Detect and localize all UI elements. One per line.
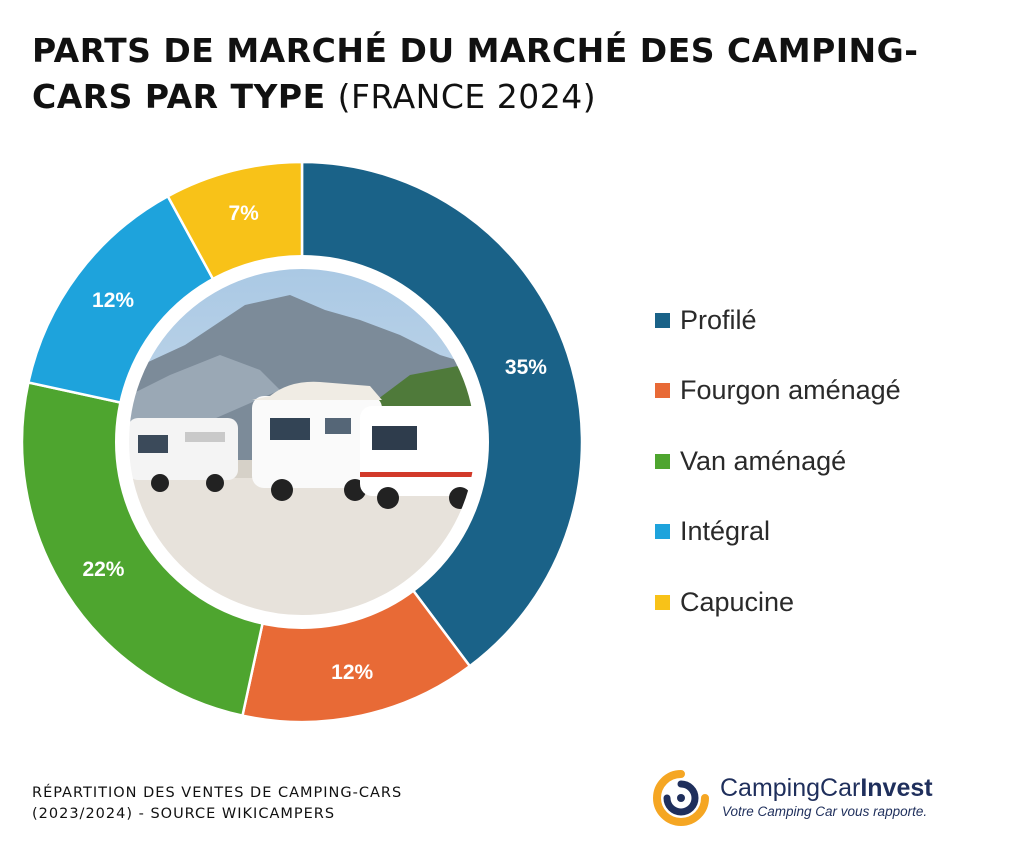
chart-legend: Profilé Fourgon aménagé Van aménagé Intégra… [655,285,901,638]
slice-label-capucine: 7% [228,202,259,225]
chart-title-region: (FRANCE 2024) [337,77,597,116]
slice-label-fourgon-amenage: 12% [331,661,373,684]
brand-tagline: Votre Camping Car vous rapporte. [722,804,928,819]
brand-name: CampingCarInvest [720,774,933,803]
legend-swatch [655,383,670,399]
legend-swatch [655,453,670,469]
chart-title: PARTS DE MARCHÉ DU MARCHÉ DES CAMPING-CA… [32,28,1002,120]
legend-label: Profilé [680,304,757,335]
donut-chart: 35% 12% 22% 12% 7% [20,160,584,724]
camper-photo [122,262,482,622]
legend-swatch [655,524,670,540]
legend-item-van-amenage: Van aménagé [655,426,901,497]
chart-title-main: PARTS DE MARCHÉ DU MARCHÉ DES CAMPING-CA… [32,31,919,116]
brand-mark-icon [653,770,709,826]
slice-label-profile: 35% [505,356,547,379]
legend-swatch [655,312,670,328]
legend-item-fourgon-amenage: Fourgon aménagé [655,356,901,427]
source-note-line-2: (2023/2024) - SOURCE WIKICAMPERS [32,806,336,822]
source-note-line-1: RÉPARTITION DES VENTES DE CAMPING-CARS [32,785,403,801]
slice-label-van-amenage: 22% [82,558,124,581]
legend-item-profile: Profilé [655,285,901,356]
legend-label: Capucine [680,586,795,617]
legend-label: Van aménagé [680,445,847,476]
source-note: RÉPARTITION DES VENTES DE CAMPING-CARS (… [32,783,402,825]
brand-name-regular: CampingCar [720,774,861,802]
brand-logo: CampingCarInvest Votre Camping Car vous … [650,768,1000,828]
legend-label: Fourgon aménagé [680,375,901,406]
legend-item-integral: Intégral [655,497,901,568]
slice-label-integral: 12% [92,289,134,312]
legend-item-capucine: Capucine [655,567,901,638]
legend-label: Intégral [680,516,771,547]
brand-name-bold: Invest [860,774,933,802]
legend-swatch [655,594,670,610]
